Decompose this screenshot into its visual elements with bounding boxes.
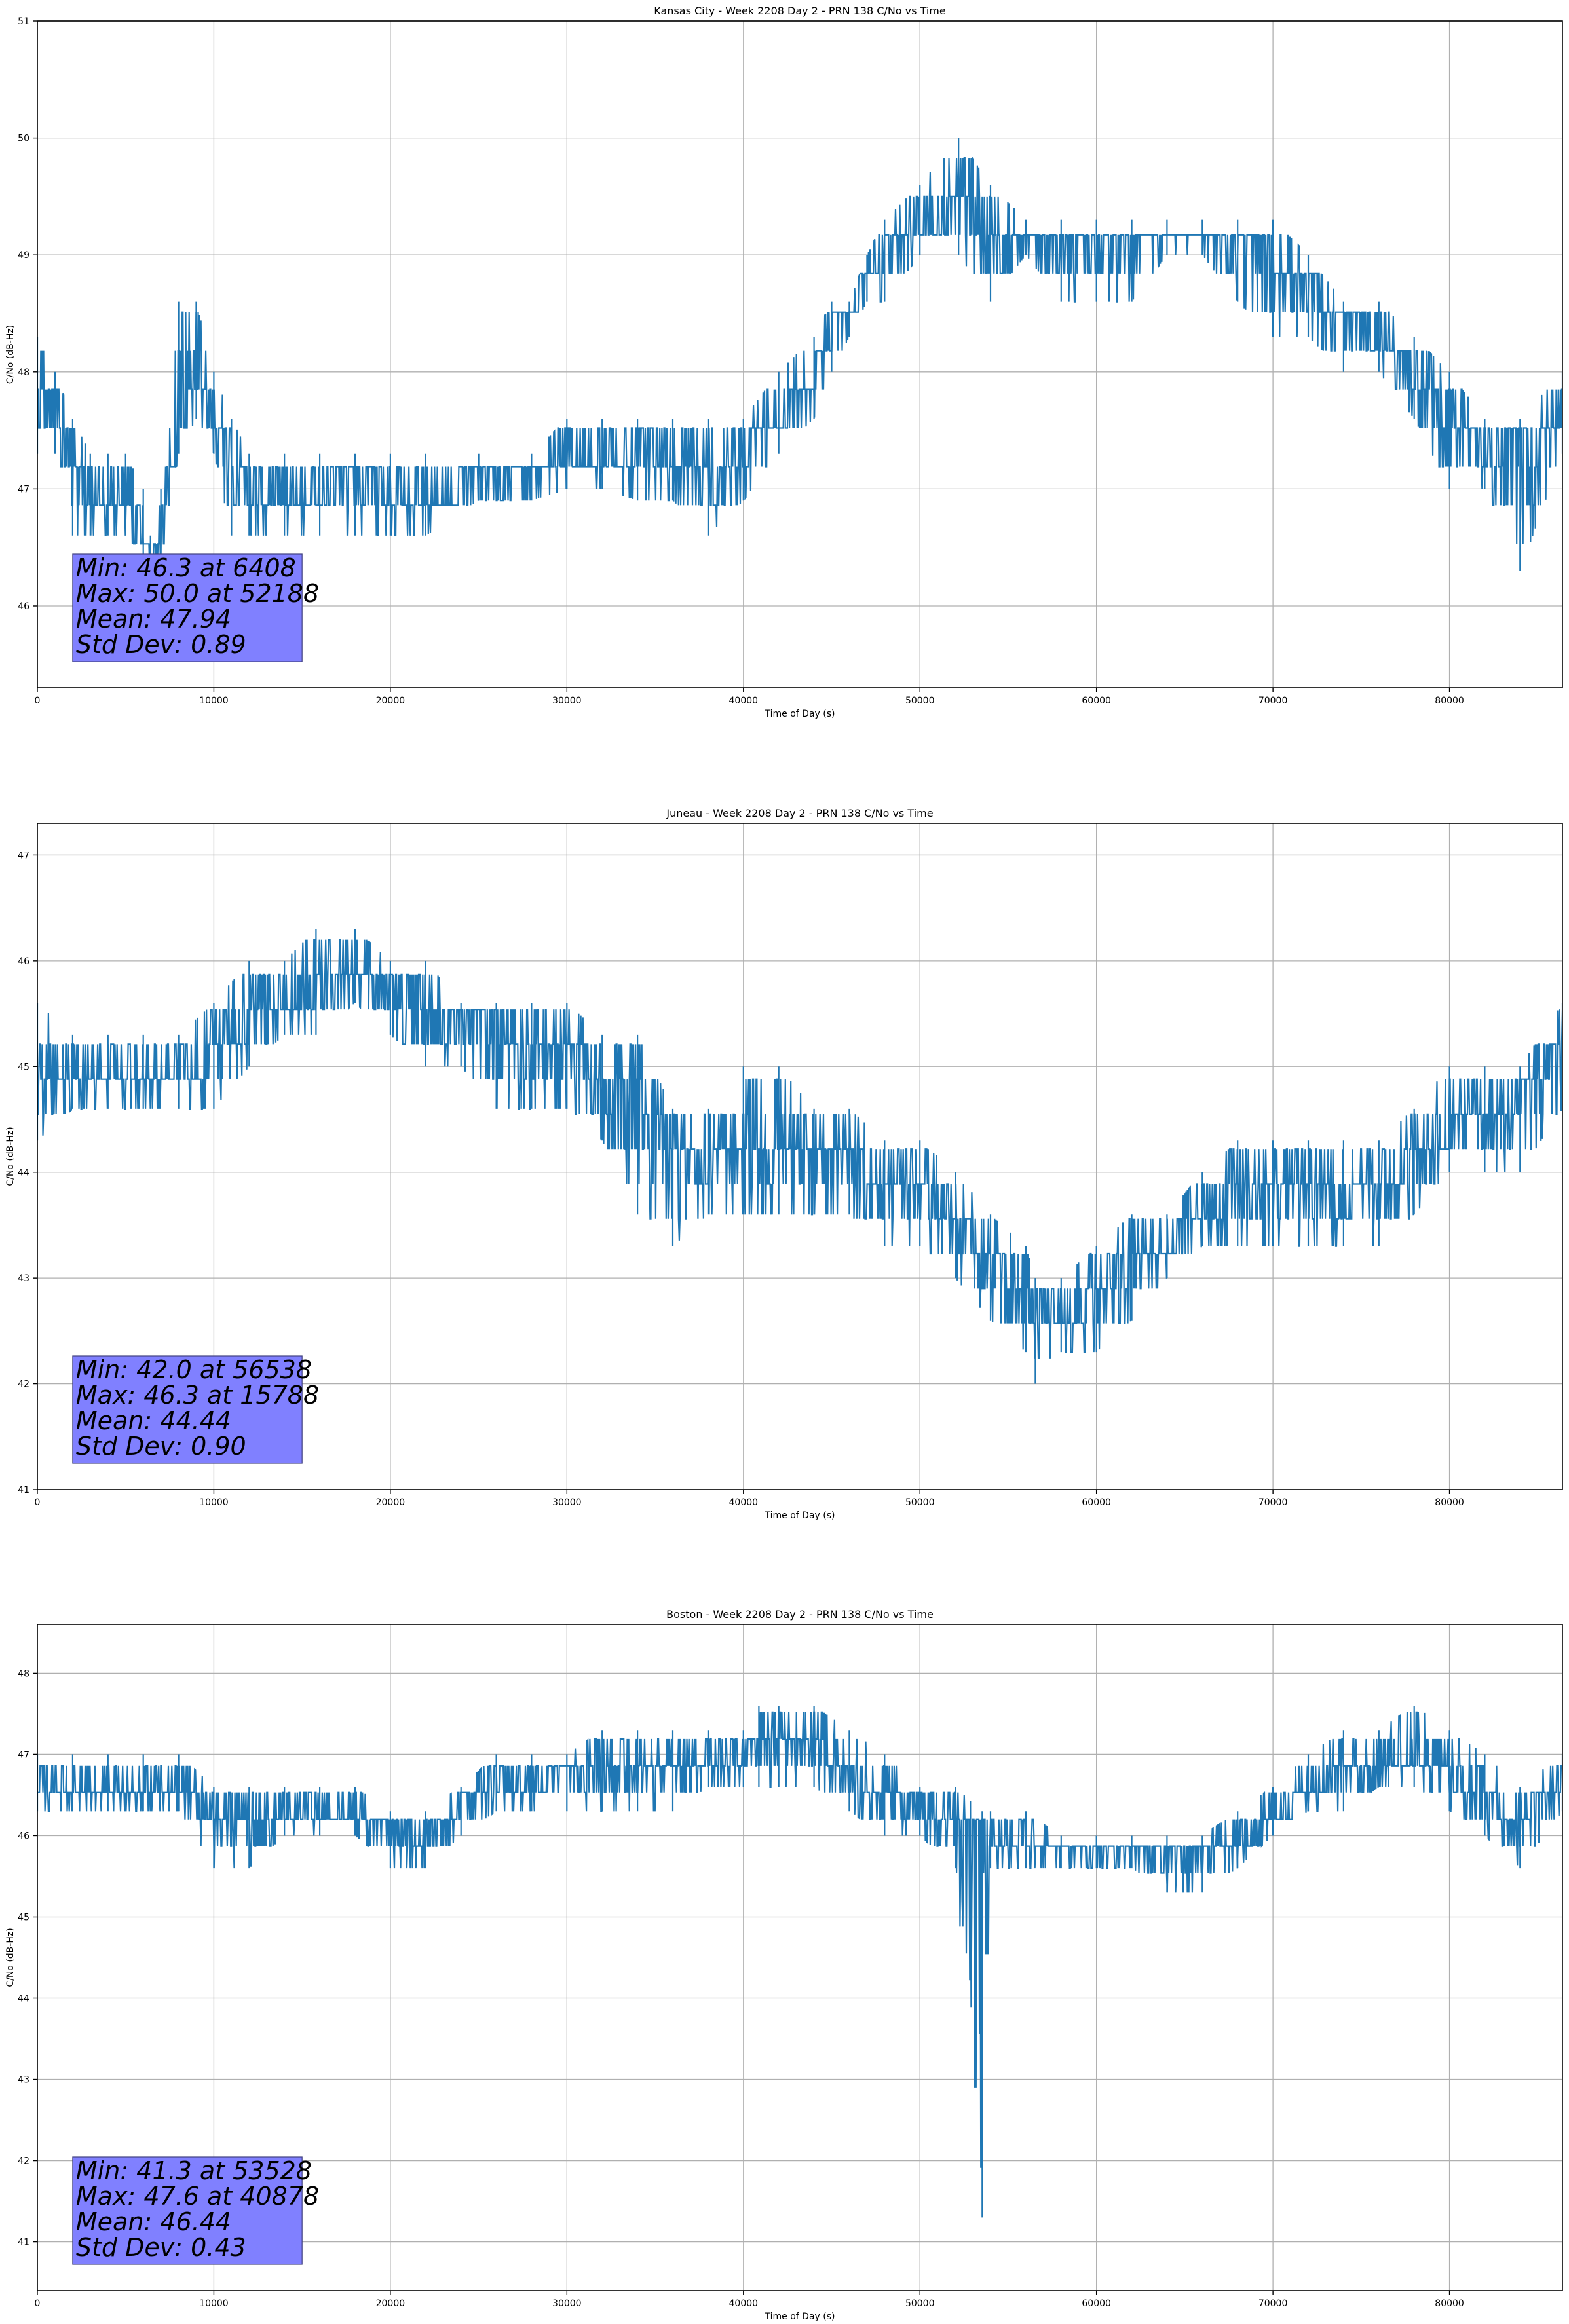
y-tick-label: 47 bbox=[18, 1750, 29, 1760]
x-tick-label: 80000 bbox=[1435, 696, 1464, 706]
x-tick-label: 70000 bbox=[1258, 696, 1288, 706]
stats-line: Mean: 46.44 bbox=[76, 2207, 231, 2236]
y-tick-label: 43 bbox=[18, 2075, 29, 2086]
x-tick-label: 20000 bbox=[376, 1497, 406, 1508]
y-axis-label: C/No (dB-Hz) bbox=[5, 1928, 16, 1987]
series-line bbox=[37, 1706, 1562, 2218]
y-tick-label: 49 bbox=[18, 250, 29, 261]
y-tick-label: 44 bbox=[18, 1168, 29, 1178]
x-tick-label: 20000 bbox=[376, 696, 406, 706]
x-tick-label: 30000 bbox=[552, 696, 582, 706]
x-tick-label: 50000 bbox=[905, 2298, 935, 2309]
axes-frame bbox=[37, 20, 1563, 688]
x-tick-label: 20000 bbox=[376, 2298, 406, 2309]
series-line bbox=[37, 138, 1562, 572]
y-axis-label: C/No (dB-Hz) bbox=[5, 325, 16, 384]
x-tick-label: 0 bbox=[35, 1497, 41, 1508]
chart-panel-0: 0 10000 20000 30000 40000 50000 60000 70000 8000… bbox=[5, 5, 1563, 719]
axes-frame bbox=[37, 823, 1563, 1490]
chart-panel-1: 0 10000 20000 30000 40000 50000 60000 70000 8000… bbox=[5, 807, 1563, 1521]
y-tick-label: 47 bbox=[18, 850, 29, 861]
axes-frame bbox=[37, 1624, 1563, 2291]
x-tick-label: 10000 bbox=[199, 696, 229, 706]
x-tick-label: 40000 bbox=[729, 2298, 759, 2309]
x-tick-label: 50000 bbox=[905, 696, 935, 706]
y-tick-label: 43 bbox=[18, 1273, 29, 1284]
stats-line: Max: 47.6 at 40878 bbox=[76, 2182, 319, 2211]
stats-line: Std Dev: 0.89 bbox=[76, 630, 246, 659]
y-tick-label: 46 bbox=[18, 956, 29, 967]
y-tick-label: 42 bbox=[18, 2156, 29, 2167]
x-tick-label: 40000 bbox=[729, 1497, 759, 1508]
y-tick-label: 45 bbox=[18, 1912, 29, 1922]
x-tick-label: 0 bbox=[35, 2298, 41, 2309]
y-tick-label: 48 bbox=[18, 1668, 29, 1679]
stats-line: Std Dev: 0.43 bbox=[76, 2233, 246, 2262]
chart-title: Kansas City - Week 2208 Day 2 - PRN 138 … bbox=[654, 5, 945, 17]
stats-line: Min: 46.3 at 6408 bbox=[76, 553, 296, 582]
x-tick-label: 30000 bbox=[552, 1497, 582, 1508]
y-tick-label: 44 bbox=[18, 1994, 29, 2004]
stats-line: Std Dev: 0.90 bbox=[76, 1432, 246, 1461]
x-tick-label: 10000 bbox=[199, 1497, 229, 1508]
y-tick-label: 51 bbox=[18, 16, 29, 27]
y-tick-label: 47 bbox=[18, 484, 29, 495]
x-tick-label: 30000 bbox=[552, 2298, 582, 2309]
x-axis-label: Time of Day (s) bbox=[765, 2312, 835, 2322]
y-tick-label: 50 bbox=[18, 134, 29, 144]
x-tick-label: 40000 bbox=[729, 696, 759, 706]
x-tick-label: 80000 bbox=[1435, 2298, 1464, 2309]
y-tick-label: 41 bbox=[18, 1485, 29, 1495]
data-layer bbox=[37, 929, 1562, 1384]
y-tick-label: 48 bbox=[18, 367, 29, 378]
data-layer bbox=[37, 1706, 1562, 2218]
stats-line: Min: 41.3 at 53528 bbox=[76, 2156, 312, 2185]
stats-line: Min: 42.0 at 56538 bbox=[76, 1355, 312, 1384]
stats-line: Mean: 47.94 bbox=[76, 605, 231, 633]
x-tick-label: 50000 bbox=[905, 1497, 935, 1508]
x-axis-label: Time of Day (s) bbox=[765, 709, 835, 719]
x-tick-label: 70000 bbox=[1258, 2298, 1288, 2309]
chart-title: Juneau - Week 2208 Day 2 - PRN 138 C/No … bbox=[666, 807, 933, 819]
series-line bbox=[37, 929, 1562, 1384]
data-layer bbox=[37, 138, 1562, 572]
stats-box-background bbox=[72, 2156, 303, 2265]
y-tick-label: 42 bbox=[18, 1379, 29, 1390]
x-tick-label: 70000 bbox=[1258, 1497, 1288, 1508]
x-tick-label: 60000 bbox=[1082, 2298, 1111, 2309]
x-tick-label: 60000 bbox=[1082, 1497, 1111, 1508]
y-tick-label: 46 bbox=[18, 1831, 29, 1841]
stats-line: Max: 46.3 at 15788 bbox=[76, 1381, 319, 1410]
chart-panel-2: 0 10000 20000 30000 40000 50000 60000 70000 8000… bbox=[5, 1608, 1563, 2322]
stats-box-background bbox=[72, 553, 303, 662]
y-tick-label: 46 bbox=[18, 601, 29, 612]
x-tick-label: 80000 bbox=[1435, 1497, 1464, 1508]
x-axis-label: Time of Day (s) bbox=[765, 1510, 835, 1521]
y-tick-label: 45 bbox=[18, 1062, 29, 1072]
x-tick-label: 10000 bbox=[199, 2298, 229, 2309]
y-axis-label: C/No (dB-Hz) bbox=[5, 1127, 16, 1186]
x-tick-label: 60000 bbox=[1082, 696, 1111, 706]
chart-title: Boston - Week 2208 Day 2 - PRN 138 C/No … bbox=[666, 1608, 934, 1621]
x-tick-label: 0 bbox=[35, 696, 41, 706]
stats-line: Mean: 44.44 bbox=[76, 1406, 231, 1435]
stats-line: Max: 50.0 at 52188 bbox=[76, 579, 319, 608]
y-tick-label: 41 bbox=[18, 2238, 29, 2248]
stats-box-background bbox=[72, 1355, 303, 1464]
